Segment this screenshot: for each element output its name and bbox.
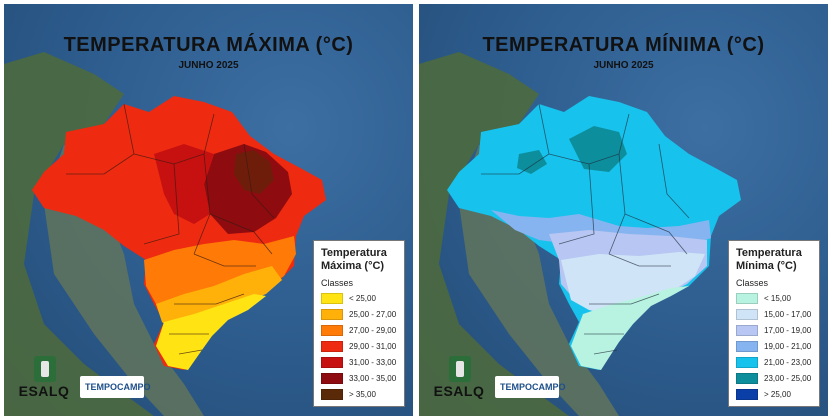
legend-label: > 25,00: [764, 389, 791, 399]
legend-item: 23,00 - 25,00: [736, 371, 812, 385]
legend-swatch: [736, 292, 758, 304]
legend: Temperatura Mínima (°C) Classes < 15,00 1…: [728, 240, 820, 407]
legend-classes-label: Classes: [321, 278, 354, 288]
legend-label: 27,00 - 29,00: [349, 325, 397, 335]
tempocampo-logo-text: TEMPOCAMPO: [500, 382, 566, 392]
region-below-15: [571, 286, 689, 370]
legend-swatch: [736, 372, 758, 384]
legend-swatch: [736, 388, 758, 400]
tempocampo-logo: TEMPOCAMPO: [80, 376, 151, 398]
region-23-25-west: [517, 150, 547, 174]
legend-label: 25,00 - 27,00: [349, 309, 397, 319]
legend-swatch: [321, 388, 343, 400]
map-title: TEMPERATURA MÁXIMA (°C): [63, 34, 354, 56]
tempocampo-logo-text: TEMPOCAMPO: [85, 382, 151, 392]
surrounding-land: [419, 52, 569, 416]
legend-item: 29,00 - 31,00: [321, 339, 397, 353]
legend-item: 15,00 - 17,00: [736, 307, 812, 321]
legend-title-line2: Mínima (°C): [736, 260, 797, 272]
legend-label: 31,00 - 33,00: [349, 357, 397, 367]
esalq-logo: ESALQ: [16, 356, 72, 402]
map-subtitle: JUNHO 2025: [593, 60, 654, 71]
legend-swatch: [736, 356, 758, 368]
min-temperature-map: [419, 52, 741, 416]
legend-item: < 25,00: [321, 291, 397, 305]
legend-swatch: [321, 324, 343, 336]
legend-item: 17,00 - 19,00: [736, 323, 812, 337]
region-23-25: [569, 126, 627, 172]
esalq-logo-text: ESALQ: [433, 383, 485, 399]
legend-label: > 35,00: [349, 389, 376, 399]
legend-item: 27,00 - 29,00: [321, 323, 397, 337]
esalq-emblem-icon: [449, 356, 471, 382]
legend-item: 21,00 - 23,00: [736, 355, 812, 369]
legend-title-line1: Temperatura: [736, 247, 802, 259]
legend-items: < 25,00 25,00 - 27,00 27,00 - 29,00 29,00 -…: [321, 291, 397, 401]
legend-label: 21,00 - 23,00: [764, 357, 812, 367]
legend-swatch: [736, 340, 758, 352]
legend-classes-label: Classes: [736, 278, 769, 288]
legend-item: > 35,00: [321, 387, 397, 401]
legend-label: 33,00 - 35,00: [349, 373, 397, 383]
legend-items: < 15,00 15,00 - 17,00 17,00 - 19,00 19,00 -…: [736, 291, 812, 401]
map-subtitle: JUNHO 2025: [178, 60, 239, 71]
legend-item: 25,00 - 27,00: [321, 307, 397, 321]
esalq-logo-text: ESALQ: [18, 383, 70, 399]
min-temperature-map-panel: TEMPERATURA MÍNIMA (°C) JUNHO 2025 Tempe…: [419, 4, 828, 416]
legend-swatch: [736, 308, 758, 320]
region-31-33: [154, 144, 214, 224]
legend-swatch: [321, 292, 343, 304]
state-borders: [66, 103, 275, 355]
map-title: TEMPERATURA MÍNIMA (°C): [482, 34, 765, 56]
legend-swatch: [321, 356, 343, 368]
legend-item: < 15,00: [736, 291, 812, 305]
legend-label: 17,00 - 19,00: [764, 325, 812, 335]
region-above-35: [234, 150, 274, 194]
legend-swatch: [736, 324, 758, 336]
legend-swatch: [321, 372, 343, 384]
legend-label: < 25,00: [349, 293, 376, 303]
surrounding-land: [4, 52, 154, 416]
legend-label: 19,00 - 21,00: [764, 341, 812, 351]
state-borders: [481, 103, 690, 355]
legend-title-line2: Máxima (°C): [321, 260, 385, 272]
region-below-25: [156, 294, 266, 370]
legend-item: 19,00 - 21,00: [736, 339, 812, 353]
legend: Temperatura Máxima (°C) Classes < 25,00 2…: [313, 240, 405, 407]
legend-label: < 15,00: [764, 293, 791, 303]
max-temperature-map: [4, 52, 326, 416]
esalq-emblem-icon: [34, 356, 56, 382]
legend-label: 29,00 - 31,00: [349, 341, 397, 351]
legend-swatch: [321, 308, 343, 320]
legend-item: > 25,00: [736, 387, 812, 401]
legend-item: 31,00 - 33,00: [321, 355, 397, 369]
legend-label: 23,00 - 25,00: [764, 373, 812, 383]
esalq-logo: ESALQ: [431, 356, 487, 402]
legend-item: 33,00 - 35,00: [321, 371, 397, 385]
region-15-17: [561, 252, 705, 316]
legend-title-line1: Temperatura: [321, 247, 387, 259]
legend-label: 15,00 - 17,00: [764, 309, 812, 319]
tempocampo-logo: TEMPOCAMPO: [495, 376, 566, 398]
max-temperature-map-panel: TEMPERATURA MÁXIMA (°C) JUNHO 2025 Tempe…: [4, 4, 413, 416]
legend-swatch: [321, 340, 343, 352]
